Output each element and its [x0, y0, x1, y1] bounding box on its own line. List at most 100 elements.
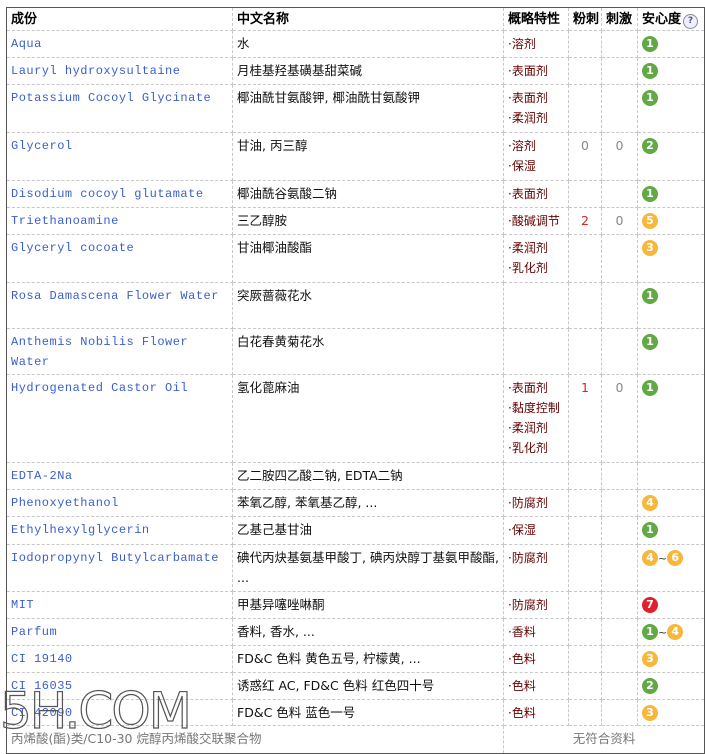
ingredient-link[interactable]: Triethanoamine: [11, 214, 119, 228]
acne-score: 2: [568, 207, 602, 235]
chinese-name: 白花春黄菊花水: [232, 328, 504, 375]
table-row: Iodopropynyl Butylcarbamate 碘代丙炔基氨基甲酸丁, …: [6, 544, 705, 592]
features: [503, 328, 569, 375]
feature-tag: ·酸碱调节: [508, 214, 560, 228]
ingredient-link[interactable]: Anthemis Nobilis Flower Water: [11, 335, 189, 369]
safety-score: 2: [637, 672, 705, 700]
feature-tag: ·香料: [508, 625, 536, 639]
irritation-score: [601, 180, 638, 208]
table-row: Disodium cocoyl glutamate 椰油酰谷氨酸二钠 ·表面剂 …: [6, 180, 705, 208]
ingredient-link[interactable]: CI 19140: [11, 652, 73, 666]
features: [503, 282, 569, 329]
irritation-score: [601, 462, 638, 490]
ingredient-link[interactable]: Glycerol: [11, 139, 73, 153]
table-row: Rosa Damascena Flower Water 突厥蔷薇花水 1: [6, 282, 705, 329]
safety-score: 1: [637, 180, 705, 208]
table-row: Phenoxyethanol 苯氧乙醇, 苯氧基乙醇, ... ·防腐剂 4: [6, 489, 705, 517]
help-icon[interactable]: ?: [683, 14, 699, 29]
ingredient-link[interactable]: CI 16035: [11, 679, 73, 693]
ingredient-link[interactable]: MIT: [11, 598, 35, 612]
safety-badge: 1: [642, 287, 658, 304]
ingredient-link[interactable]: Phenoxyethanol: [11, 496, 119, 510]
ingredient-link[interactable]: Lauryl hydroxysultaine: [11, 64, 181, 78]
safety-badge: 1: [642, 62, 658, 79]
table-row: Anthemis Nobilis Flower Water 白花春黄菊花水 1: [6, 328, 705, 375]
col-features: 概略特性: [503, 7, 569, 31]
feature-tag: ·溶剂: [508, 139, 536, 153]
chinese-name: FD&C 色料 黄色五号, 柠檬黄, ...: [232, 645, 504, 673]
irritation-score: [601, 489, 638, 517]
irritation-score: [601, 30, 638, 58]
ingredient-link[interactable]: Disodium cocoyl glutamate: [11, 187, 204, 201]
acne-score: [568, 699, 602, 726]
safety-score: 1: [637, 30, 705, 58]
chinese-name: 椰油酰甘氨酸钾, 椰油酰甘氨酸钾: [232, 84, 504, 133]
features: ·色料: [503, 699, 569, 726]
feature-tag: ·防腐剂: [508, 598, 548, 612]
features: ·防腐剂: [503, 544, 569, 592]
feature-tag: ·柔润剂: [508, 421, 548, 435]
features: ·表面剂: [503, 180, 569, 208]
features: ·溶剂: [503, 30, 569, 58]
ingredient-link[interactable]: Glyceryl cocoate: [11, 241, 135, 255]
safety-badge: 7: [642, 596, 658, 613]
feature-tag: ·防腐剂: [508, 496, 548, 510]
irritation-score: [601, 328, 638, 375]
safety-score: 1: [637, 374, 705, 463]
acne-score: [568, 618, 602, 646]
feature-tag: ·柔润剂: [508, 241, 548, 255]
ingredient-link[interactable]: Aqua: [11, 37, 42, 51]
safety-score: 1: [637, 57, 705, 85]
irritation-score: 0: [601, 374, 638, 463]
irritation-score: [601, 591, 638, 619]
acne-score: 0: [568, 132, 602, 181]
safety-score: 1: [637, 328, 705, 375]
features: [503, 462, 569, 490]
safety-score: 3: [637, 699, 705, 726]
ingredient-link[interactable]: Potassium Cocoyl Glycinate: [11, 91, 212, 105]
chinese-name: 碘代丙炔基氨基甲酸丁, 碘丙炔醇丁基氨甲酸酯, ...: [232, 544, 504, 592]
safety-badge: 1: [642, 623, 658, 640]
features: ·柔润剂 ·乳化剂: [503, 234, 569, 283]
ingredient-link[interactable]: Rosa Damascena Flower Water: [11, 289, 219, 303]
safety-badge: 5: [642, 212, 658, 229]
features: ·表面剂 ·柔润剂: [503, 84, 569, 133]
ingredient-link[interactable]: Iodopropynyl Butylcarbamate: [11, 551, 219, 565]
safety-badge: 2: [642, 677, 658, 694]
ingredient-link[interactable]: CI 42090: [11, 706, 73, 720]
features: ·香料: [503, 618, 569, 646]
table-row: Potassium Cocoyl Glycinate 椰油酰甘氨酸钾, 椰油酰甘…: [6, 84, 705, 133]
acne-score: [568, 328, 602, 375]
chinese-name: 诱惑红 AC, FD&C 色料 红色四十号: [232, 672, 504, 700]
irritation-score: 0: [601, 132, 638, 181]
table-row: CI 16035 诱惑红 AC, FD&C 色料 红色四十号 ·色料 2: [6, 672, 705, 700]
safety-score: 4: [637, 489, 705, 517]
chinese-name: 突厥蔷薇花水: [232, 282, 504, 329]
irritation-score: [601, 618, 638, 646]
safety-badge: 1: [642, 89, 658, 106]
ingredient-link[interactable]: Hydrogenated Castor Oil: [11, 381, 189, 395]
feature-tag: ·保湿: [508, 159, 536, 173]
chinese-name: 三乙醇胺: [232, 207, 504, 235]
irritation-score: [601, 516, 638, 545]
safety-badge: 3: [642, 650, 658, 667]
ingredient-link[interactable]: Parfum: [11, 625, 58, 639]
safety-score: 3: [637, 645, 705, 673]
safety-score: 1: [637, 282, 705, 329]
table-row: CI 42090 FD&C 色料 蓝色一号 ·色料 3: [6, 699, 705, 726]
chinese-name: 乙二胺四乙酸二钠, EDTA二钠: [232, 462, 504, 490]
irritation-score: [601, 234, 638, 283]
chinese-name: 乙基己基甘油: [232, 516, 504, 545]
table-row: Glycerol 甘油, 丙三醇 ·溶剂 ·保湿 0 0 2: [6, 132, 705, 181]
features: ·色料: [503, 672, 569, 700]
irritation-score: 0: [601, 207, 638, 235]
safety-label: 安心度: [642, 12, 682, 27]
acne-score: [568, 672, 602, 700]
safety-score: 7: [637, 591, 705, 619]
ingredient-link[interactable]: EDTA-2Na: [11, 469, 73, 483]
irritation-score: [601, 84, 638, 133]
ingredient-link[interactable]: Ethylhexylglycerin: [11, 523, 150, 537]
chinese-name: 甘油椰油酸酯: [232, 234, 504, 283]
feature-tag: ·色料: [508, 679, 536, 693]
safety-badge: 6: [667, 549, 684, 566]
